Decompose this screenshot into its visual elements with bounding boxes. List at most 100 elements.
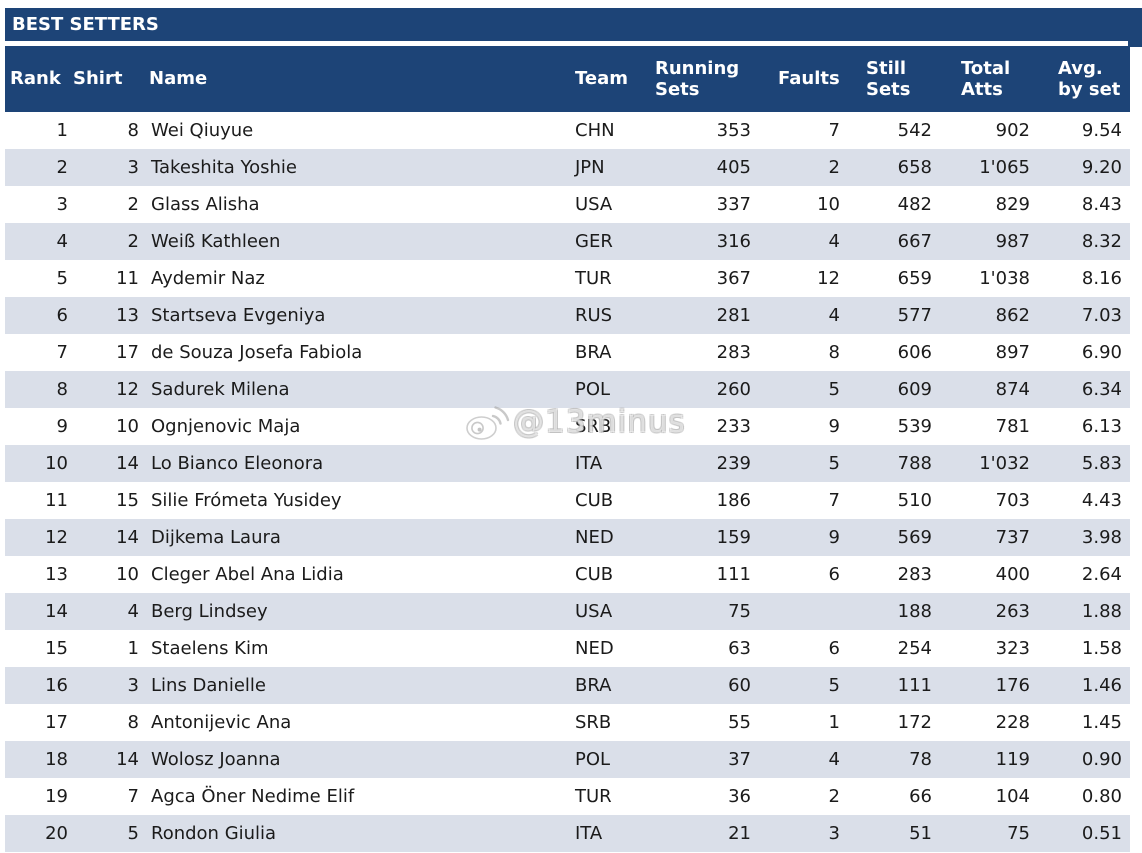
cell-running_sets: 239 [716,453,751,474]
cell-team: ITA [575,823,603,844]
cell-rank: 18 [45,749,68,770]
column-header-running_sets: Running Sets [643,46,775,112]
cell-total_atts: 862 [995,305,1030,326]
cell-faults: 4 [828,231,840,252]
cell-total_atts: 1'065 [979,157,1030,178]
cell-avg_by_set: 1.45 [1081,712,1122,733]
cell-avg_by_set: 6.34 [1081,379,1122,400]
cell-running_sets: 63 [728,638,751,659]
column-header-faults: Faults [775,46,855,112]
cell-total_atts: 781 [995,416,1030,437]
cell-avg_by_set: 0.90 [1081,749,1122,770]
cell-still_sets: 66 [909,786,932,807]
cell-rank: 13 [45,564,68,585]
cell-total_atts: 737 [995,527,1030,548]
cell-still_sets: 172 [897,712,932,733]
cell-shirt: 15 [116,490,139,511]
cell-name: Agca Öner Nedime Elif [151,786,355,807]
table-body: 1 8 Wei Qiuyue CHN 353 7 542 902 9.54 2 3 Takeshita… [5,112,1130,852]
cell-running_sets: 367 [716,268,751,289]
cell-avg_by_set: 2.64 [1081,564,1122,585]
cell-still_sets: 188 [897,601,932,622]
cell-still_sets: 667 [897,231,932,252]
cell-name: Aydemir Naz [151,268,265,289]
cell-rank: 8 [56,379,68,400]
cell-team: BRA [575,675,612,696]
cell-rank: 3 [56,194,68,215]
cell-total_atts: 228 [995,712,1030,733]
cell-team: ITA [575,453,603,474]
table-row: 3 2 Glass Alisha USA 337 10 482 829 8.43 [5,186,1130,223]
cell-running_sets: 260 [716,379,751,400]
cell-shirt: 2 [127,231,139,252]
cell-name: Sadurek Milena [151,379,290,400]
cell-total_atts: 829 [995,194,1030,215]
cell-shirt: 14 [116,527,139,548]
cell-faults: 2 [828,157,840,178]
cell-name: Wolosz Joanna [151,749,281,770]
title-bar-notch [1128,8,1142,47]
cell-rank: 11 [45,490,68,511]
cell-avg_by_set: 0.80 [1081,786,1122,807]
cell-shirt: 2 [127,194,139,215]
cell-name: Silie Frómeta Yusidey [151,490,342,511]
table-row: 10 14 Lo Bianco Eleonora ITA 239 5 788 1'032 5.8… [5,445,1130,482]
cell-faults: 5 [828,453,840,474]
cell-rank: 5 [56,268,68,289]
cell-team: TUR [575,268,612,289]
cell-rank: 7 [56,342,68,363]
cell-running_sets: 353 [716,120,751,141]
column-header-name: Name [143,46,563,112]
cell-still_sets: 658 [897,157,932,178]
cell-name: Ognjenovic Maja [151,416,301,437]
cell-shirt: 7 [127,786,139,807]
cell-avg_by_set: 1.88 [1081,601,1122,622]
cell-running_sets: 55 [728,712,751,733]
table-row: 16 3 Lins Danielle BRA 60 5 111 176 1.46 [5,667,1130,704]
title-bar: BEST SETTERS [5,8,1142,41]
cell-name: Cleger Abel Ana Lidia [151,564,344,585]
cell-total_atts: 323 [995,638,1030,659]
cell-shirt: 10 [116,564,139,585]
cell-team: NED [575,527,614,548]
table-row: 14 4 Berg Lindsey USA 75 188 263 1.88 [5,593,1130,630]
cell-still_sets: 542 [897,120,932,141]
cell-total_atts: 987 [995,231,1030,252]
cell-shirt: 4 [127,601,139,622]
cell-team: SRB [575,416,612,437]
column-header-rank: Rank [5,46,71,112]
cell-avg_by_set: 8.43 [1081,194,1122,215]
cell-faults: 2 [828,786,840,807]
cell-shirt: 10 [116,416,139,437]
cell-team: RUS [575,305,613,326]
cell-shirt: 14 [116,453,139,474]
cell-avg_by_set: 6.90 [1081,342,1122,363]
cell-faults: 4 [828,749,840,770]
column-header-shirt: Shirt [71,46,143,112]
cell-avg_by_set: 9.54 [1081,120,1122,141]
cell-still_sets: 510 [897,490,932,511]
cell-still_sets: 609 [897,379,932,400]
cell-name: de Souza Josefa Fabiola [151,342,363,363]
cell-total_atts: 1'032 [979,453,1030,474]
cell-shirt: 13 [116,305,139,326]
cell-shirt: 12 [116,379,139,400]
cell-name: Weiß Kathleen [151,231,281,252]
cell-faults: 5 [828,675,840,696]
cell-team: BRA [575,342,612,363]
cell-faults: 7 [828,490,840,511]
cell-running_sets: 337 [716,194,751,215]
cell-rank: 19 [45,786,68,807]
cell-faults: 5 [828,379,840,400]
table-row: 17 8 Antonijevic Ana SRB 55 1 172 228 1.45 [5,704,1130,741]
cell-name: Wei Qiuyue [151,120,254,141]
cell-running_sets: 405 [716,157,751,178]
cell-total_atts: 263 [995,601,1030,622]
cell-name: Rondon Giulia [151,823,277,844]
cell-avg_by_set: 8.16 [1081,268,1122,289]
cell-still_sets: 539 [897,416,932,437]
cell-running_sets: 37 [728,749,751,770]
cell-running_sets: 111 [716,564,751,585]
cell-total_atts: 897 [995,342,1030,363]
cell-avg_by_set: 1.46 [1081,675,1122,696]
